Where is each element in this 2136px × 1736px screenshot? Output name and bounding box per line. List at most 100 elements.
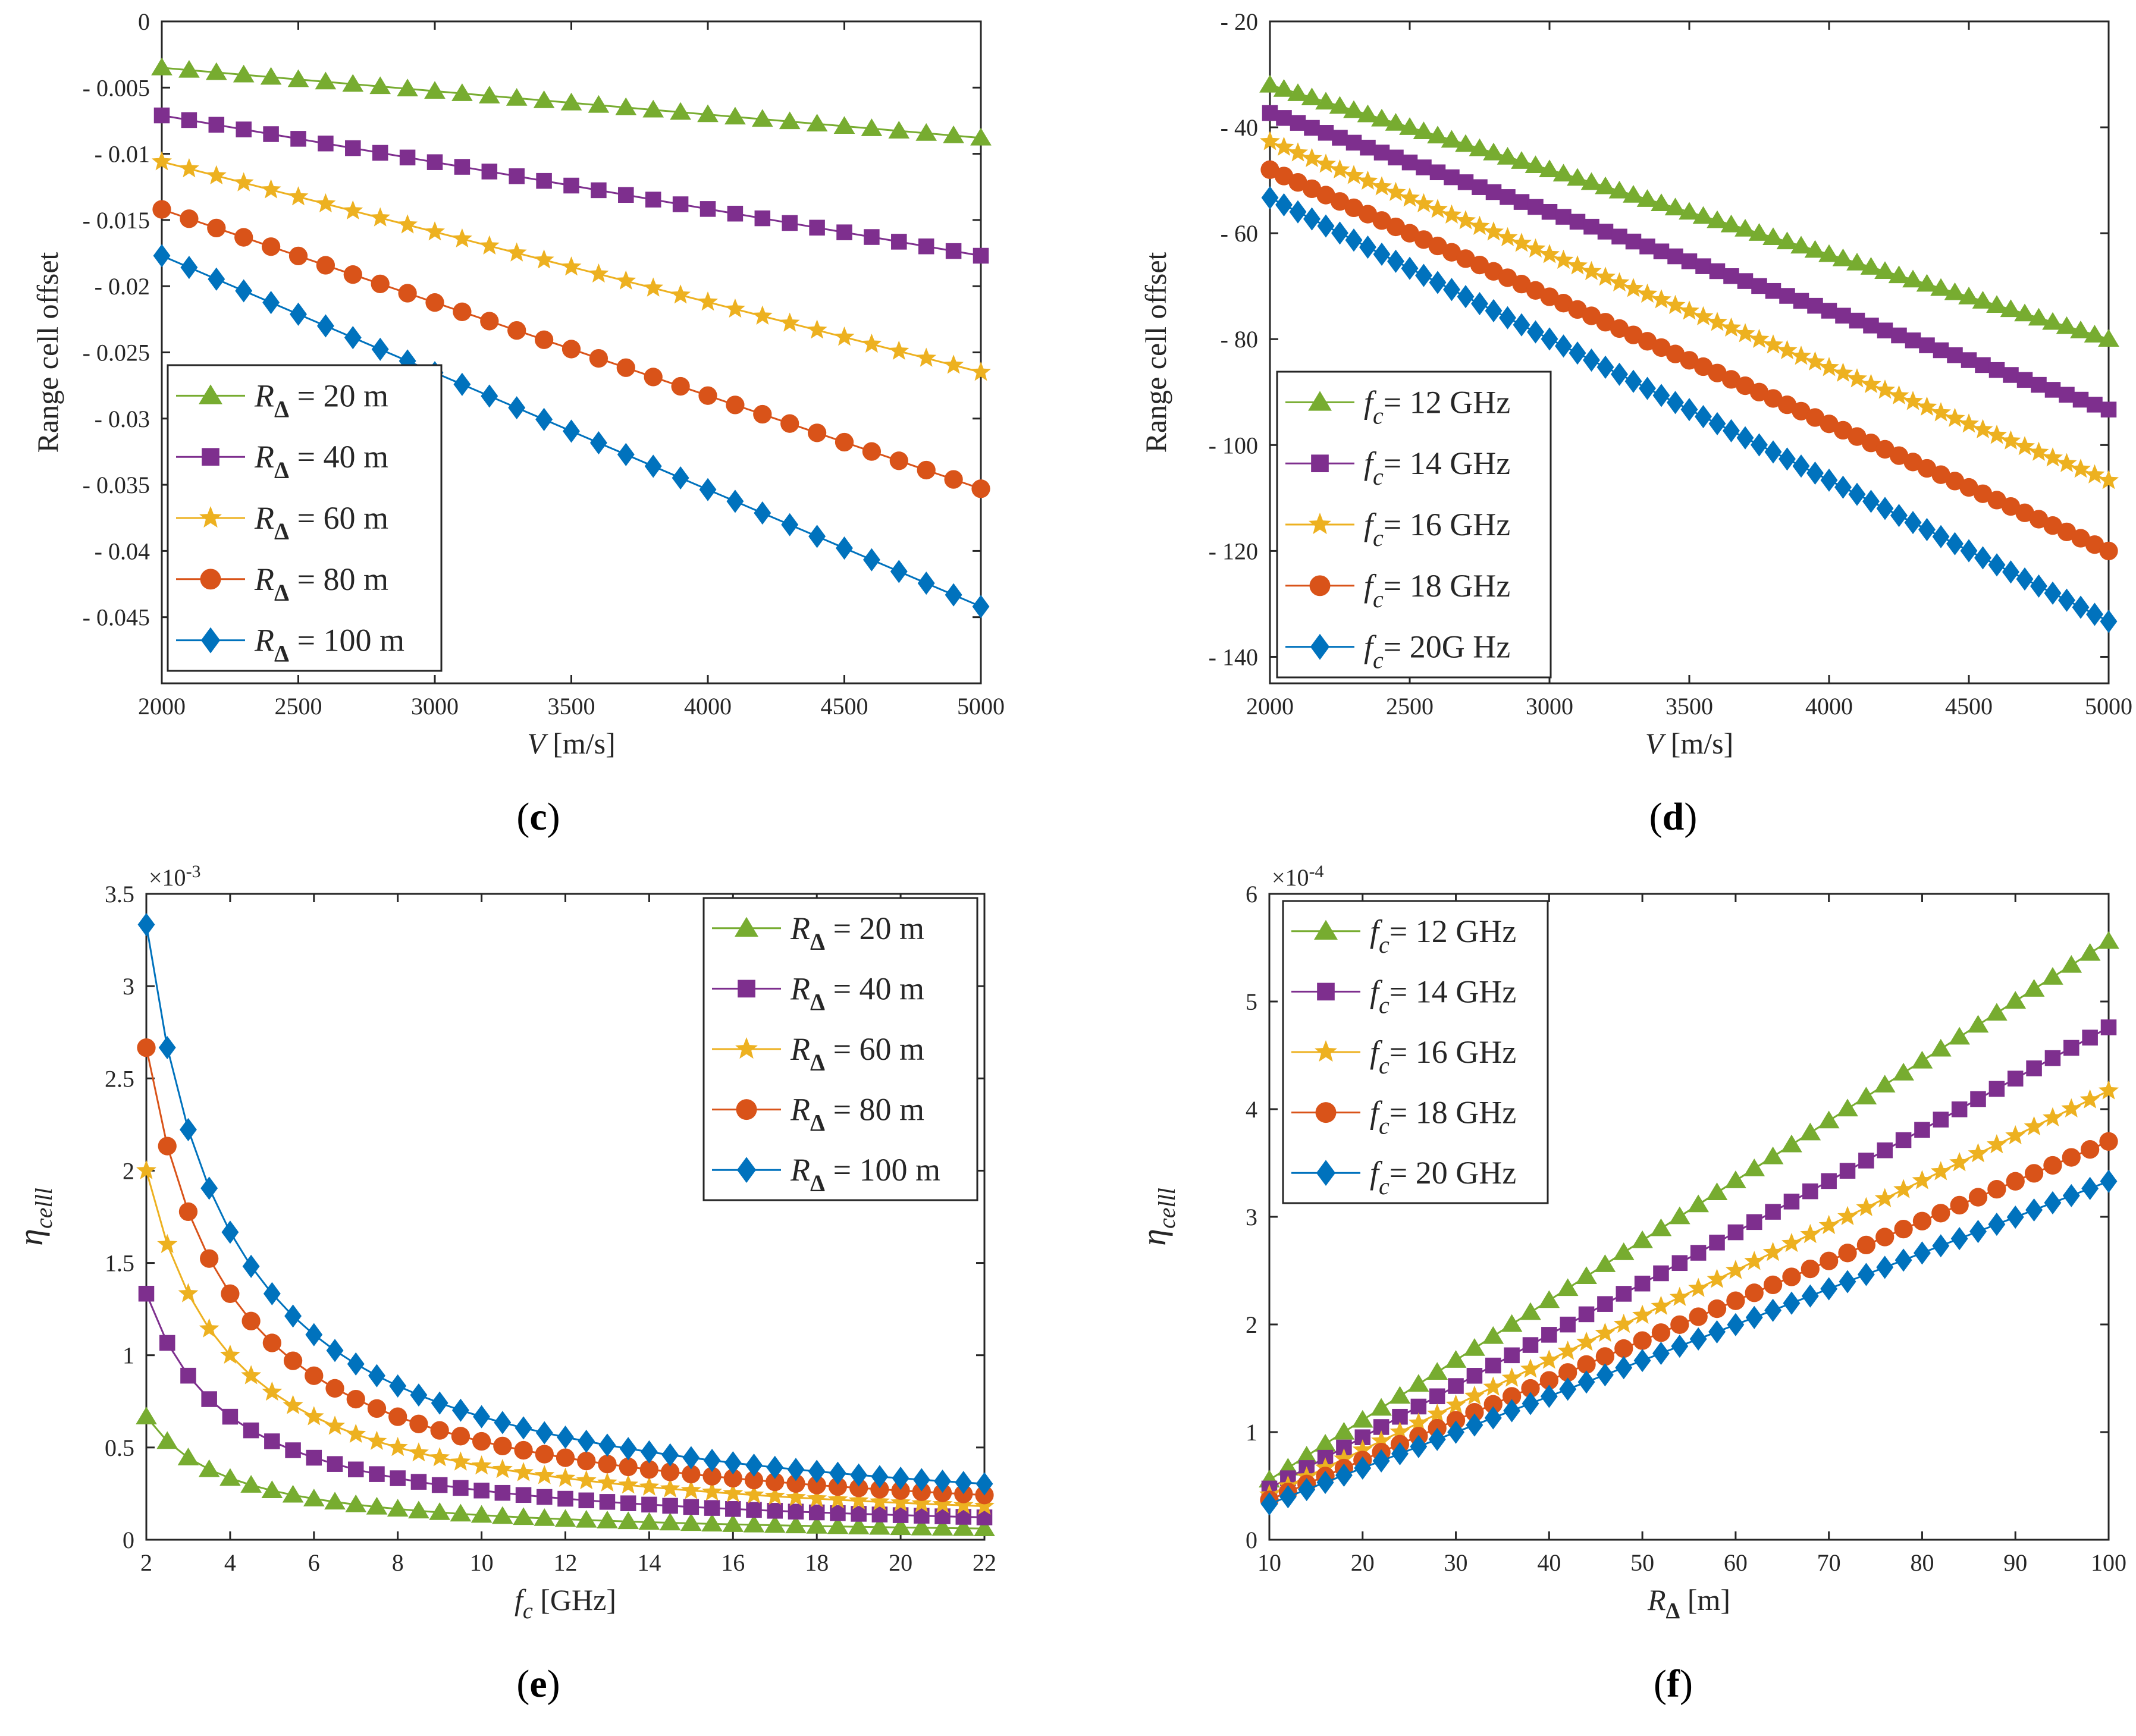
legend-marker xyxy=(1315,1040,1337,1062)
data-point xyxy=(2058,588,2075,612)
data-point xyxy=(1457,285,1475,309)
data-point xyxy=(426,154,443,170)
data-point xyxy=(1345,228,1363,252)
legend-label-var: R xyxy=(790,1152,810,1188)
data-point xyxy=(753,404,772,424)
data-point xyxy=(932,1494,953,1514)
data-point xyxy=(1708,412,1726,435)
x-tick-label: 3000 xyxy=(411,693,459,720)
y-tick-label: - 0.005 xyxy=(83,74,150,101)
data-point xyxy=(1613,1313,1634,1333)
data-point xyxy=(1388,149,1404,166)
data-point xyxy=(1744,1251,1765,1270)
legend-label-text: = 60 m xyxy=(825,1031,924,1067)
data-point xyxy=(1445,1350,1467,1368)
legend-label-sub: Δ xyxy=(274,395,289,422)
x-tick-label: 3000 xyxy=(1526,693,1573,720)
data-point xyxy=(181,112,197,128)
data-point xyxy=(1483,221,1504,241)
data-point xyxy=(450,1503,472,1522)
data-point xyxy=(2062,1148,2081,1167)
data-point xyxy=(1595,266,1616,286)
data-point xyxy=(1737,273,1754,289)
data-point xyxy=(1485,1357,1501,1374)
panel-label-open: ( xyxy=(516,1662,529,1706)
x-tick-label: 3500 xyxy=(1665,693,1713,720)
y-tick-label: - 100 xyxy=(1209,432,1258,459)
data-point xyxy=(563,419,580,443)
data-point xyxy=(848,1517,870,1534)
legend: RΔ = 20 mRΔ = 40 mRΔ = 60 mRΔ = 80 mRΔ =… xyxy=(167,364,443,672)
data-point xyxy=(889,340,909,360)
data-point xyxy=(1464,1338,1485,1356)
legend-marker xyxy=(1315,1102,1337,1123)
data-point xyxy=(1608,180,1630,199)
data-point xyxy=(1838,1244,1857,1263)
data-point xyxy=(640,1440,658,1464)
x-tick-label: 20 xyxy=(889,1549,912,1576)
legend-label-text: = 40 m xyxy=(825,971,924,1006)
data-point xyxy=(597,1511,618,1528)
data-point xyxy=(1763,1275,1783,1295)
data-point xyxy=(1443,278,1460,302)
data-point xyxy=(1782,1267,1801,1286)
data-point xyxy=(327,1456,343,1472)
data-point xyxy=(506,242,527,262)
data-point xyxy=(1373,242,1391,266)
data-point xyxy=(2042,1107,2063,1126)
data-point xyxy=(1354,1456,1372,1480)
data-point xyxy=(641,1496,657,1513)
data-point xyxy=(1288,173,1307,192)
legend-label: RΔ = 60 m xyxy=(790,1031,924,1076)
data-point xyxy=(507,321,526,340)
data-point xyxy=(642,99,664,118)
data-point xyxy=(1669,1286,1690,1306)
data-point xyxy=(1315,92,1337,110)
data-point xyxy=(1890,504,1908,528)
data-point xyxy=(454,159,471,175)
data-point xyxy=(1749,328,1770,348)
data-point xyxy=(1316,1471,1334,1495)
y-tick-label: 5 xyxy=(1246,988,1257,1015)
y-tick-label: - 40 xyxy=(1221,114,1258,141)
data-point xyxy=(506,88,528,106)
data-point xyxy=(1445,1394,1466,1414)
data-point xyxy=(751,109,773,127)
data-point xyxy=(779,312,800,332)
y-exponent: ×10-3 xyxy=(149,862,201,891)
data-point xyxy=(1525,155,1547,173)
data-point xyxy=(766,1473,785,1492)
legend-label-text: = 20 m xyxy=(825,911,924,946)
data-point xyxy=(917,460,936,480)
data-point xyxy=(943,125,964,143)
data-point xyxy=(371,274,390,293)
data-point xyxy=(869,1517,890,1535)
data-point xyxy=(1428,199,1448,218)
data-point xyxy=(2044,1050,2061,1066)
data-point xyxy=(1792,454,1810,478)
data-point xyxy=(680,1480,701,1499)
y-tick-label: - 0.01 xyxy=(95,141,150,168)
data-point xyxy=(1568,300,1587,319)
legend-label: RΔ = 60 m xyxy=(254,500,388,545)
data-point xyxy=(2006,1205,2024,1229)
data-point xyxy=(287,69,309,87)
data-point xyxy=(638,1512,660,1530)
x-axis-label-sub: c xyxy=(523,1599,533,1624)
data-point xyxy=(807,1476,826,1495)
data-point xyxy=(1777,340,1798,359)
legend-marker xyxy=(735,1037,758,1059)
data-point xyxy=(1951,1101,1968,1117)
data-point xyxy=(285,1442,301,1458)
data-point xyxy=(1695,258,1711,274)
data-point xyxy=(1359,236,1376,259)
data-point xyxy=(453,302,472,321)
data-point xyxy=(1331,221,1348,245)
chart-e: 2 4 6 8 10 12 14 16 18 20 22 0 0.5 1 1.5 2 2.5 3 3.5 ×10-3 f… xyxy=(11,862,996,1706)
legend-label-sub: c xyxy=(1373,647,1384,674)
data-point xyxy=(683,1499,700,1515)
data-point xyxy=(1856,1235,1876,1255)
data-point xyxy=(261,1480,283,1499)
data-point xyxy=(534,330,554,349)
